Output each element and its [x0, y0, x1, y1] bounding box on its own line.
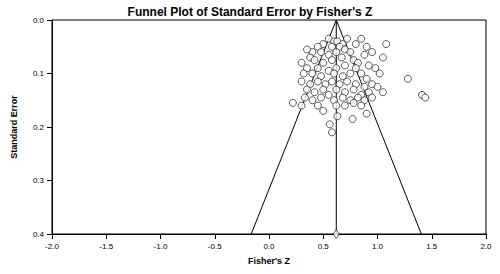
svg-text:1.5: 1.5 — [426, 242, 438, 251]
svg-text:Funnel Plot of Standard Error: Funnel Plot of Standard Error by Fisher'… — [128, 5, 373, 19]
svg-text:-1.5: -1.5 — [99, 242, 113, 251]
svg-text:0.5: 0.5 — [318, 242, 330, 251]
svg-text:-0.5: -0.5 — [208, 242, 222, 251]
svg-text:0.0: 0.0 — [33, 16, 45, 25]
svg-text:0.0: 0.0 — [263, 242, 275, 251]
svg-text:-1.0: -1.0 — [154, 242, 168, 251]
svg-text:0.3: 0.3 — [33, 176, 45, 185]
svg-text:-2.0: -2.0 — [45, 242, 59, 251]
svg-text:0.1: 0.1 — [33, 69, 45, 78]
svg-text:Fisher's Z: Fisher's Z — [248, 256, 291, 266]
svg-text:Standard Error: Standard Error — [9, 95, 19, 159]
svg-text:0.4: 0.4 — [33, 230, 45, 239]
svg-text:1.0: 1.0 — [372, 242, 384, 251]
svg-text:0.2: 0.2 — [33, 123, 45, 132]
svg-text:2.0: 2.0 — [480, 242, 492, 251]
